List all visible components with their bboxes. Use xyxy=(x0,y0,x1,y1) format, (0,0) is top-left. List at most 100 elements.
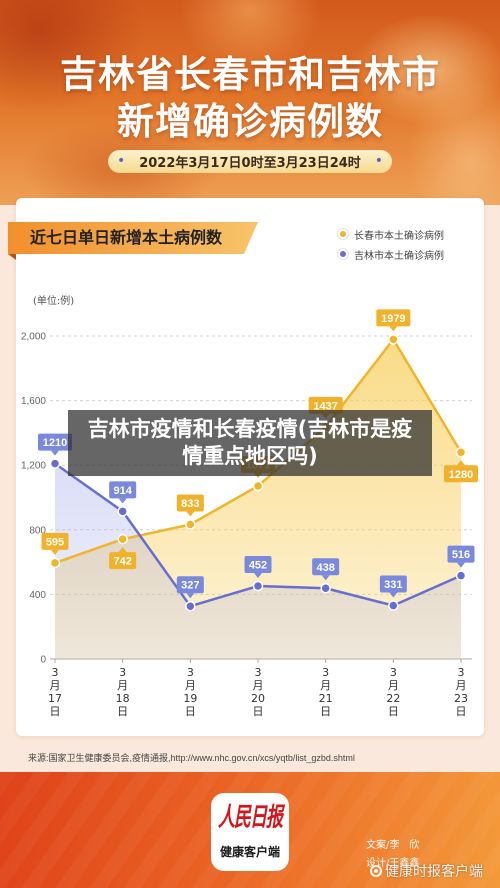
data-label-text: 595 xyxy=(46,536,64,548)
data-label-text: 1979 xyxy=(381,313,405,325)
x-tick-label-part: 3 xyxy=(119,666,126,679)
data-label-box xyxy=(312,558,340,576)
x-tick-label-part: 3 xyxy=(52,666,59,679)
y-axis-unit-label: (单位:例) xyxy=(33,294,74,307)
x-tick-label-part: 3 xyxy=(187,666,194,679)
x-tick-label-part: 日 xyxy=(185,705,196,718)
data-label-pointer xyxy=(457,460,465,466)
bullet-dot-right: • xyxy=(374,153,383,169)
x-tick-label-part: 月 xyxy=(253,679,264,692)
x-tick-label-part: 21 xyxy=(319,692,333,705)
x-tick-label: 3 月 21 日 xyxy=(319,666,333,718)
data-label-changchun: 1437 xyxy=(308,396,343,419)
page-title-line2: 新增确诊病例数 xyxy=(117,100,383,143)
data-label-box xyxy=(376,309,411,327)
x-tick-label-part: 月 xyxy=(320,679,331,692)
data-label-text: 327 xyxy=(181,580,199,592)
legend: 长春市本土确诊病例 吉林市本土确诊病例 xyxy=(338,224,444,264)
data-label-changchun: 1979 xyxy=(376,309,411,332)
bullet-dot-left: • xyxy=(117,153,126,169)
legend-item-changchun: 长春市本土确诊病例 xyxy=(338,224,444,244)
data-label-box xyxy=(41,532,69,550)
x-tick-label-part: 月 xyxy=(50,679,61,692)
x-tick-label: 3 月 20 日 xyxy=(251,666,265,718)
data-point-changchun xyxy=(117,533,128,545)
x-tick-label: 3 月 19 日 xyxy=(183,666,197,718)
data-label-text: 452 xyxy=(249,560,267,572)
data-label-changchun: 1280 xyxy=(444,460,478,483)
data-label-pointer xyxy=(51,450,59,456)
chart-title-fold xyxy=(8,254,16,260)
legend-label-jilin: 吉林市本土确诊病例 xyxy=(354,250,444,262)
x-tick-label-part: 3 xyxy=(255,666,262,679)
x-tick-label: 3 月 22 日 xyxy=(386,666,400,718)
y-tick-label: 0 xyxy=(40,655,46,666)
data-label-box xyxy=(109,481,137,499)
data-point-jilin xyxy=(252,580,264,592)
data-label-pointer xyxy=(254,573,262,579)
data-label-text: 331 xyxy=(384,579,402,591)
chart-title: 近七日单日新增本土病例数 xyxy=(8,222,258,254)
data-point-jilin xyxy=(185,600,196,612)
data-label-jilin: 452 xyxy=(244,556,272,579)
data-label-text: 438 xyxy=(316,562,334,574)
data-label-box xyxy=(109,552,137,570)
data-point-jilin xyxy=(117,506,128,517)
data-label-jilin: 1210 xyxy=(38,433,72,456)
x-tick-label-part: 17 xyxy=(48,692,62,705)
page-title-line1: 吉林省长春市和吉林市 xyxy=(60,53,440,96)
data-label-box xyxy=(38,433,72,451)
x-tick-label-part: 日 xyxy=(50,705,61,718)
x-tick-label-part: 日 xyxy=(117,705,128,718)
watermark-text: 健康时报客户端 xyxy=(385,864,483,880)
overlay-caption-line1: 吉林市疫情和长春疫情(吉林市是疫 xyxy=(87,417,413,441)
data-label-text: 742 xyxy=(113,556,131,568)
data-label-changchun: 742 xyxy=(109,547,137,570)
data-label-text: 1437 xyxy=(313,400,337,412)
x-tick-label: 3 月 23 日 xyxy=(454,666,468,718)
x-tick-label-part: 月 xyxy=(456,679,467,692)
data-label-text: 833 xyxy=(181,498,199,510)
x-tick-label-part: 19 xyxy=(183,692,197,705)
x-tick-label-part: 3 xyxy=(322,666,329,679)
data-label-jilin: 516 xyxy=(447,545,475,568)
y-tick-label: 2,000 xyxy=(21,332,46,343)
data-label-jilin: 331 xyxy=(379,575,407,598)
data-label-jilin: 438 xyxy=(312,558,340,581)
header-banner: 吉林省长春市和吉林市 新增确诊病例数 • 2022年3月17日0时至3月23日2… xyxy=(0,0,500,205)
x-tick-label-part: 日 xyxy=(320,705,331,718)
y-tick-label: 1,600 xyxy=(21,396,46,407)
data-point-jilin xyxy=(455,570,467,581)
data-point-changchun xyxy=(455,447,467,458)
legend-label-changchun: 长春市本土确诊病例 xyxy=(354,230,444,242)
camera-icon xyxy=(370,865,382,877)
credit-designer: 设计/王鑫鑫 xyxy=(366,858,420,869)
x-tick-label-part: 月 xyxy=(185,679,196,692)
date-range-pill: • 2022年3月17日0时至3月23日24时 • xyxy=(108,150,392,173)
x-tick-label-part: 18 xyxy=(116,692,130,705)
footer-banner: 人民日报 健康客户端 文案/李 欣 设计/王鑫鑫 健康时报客户端 xyxy=(0,772,500,888)
data-label-pointer xyxy=(389,592,398,598)
data-label-box xyxy=(176,576,204,594)
x-tick-label: 3 月 18 日 xyxy=(116,666,130,718)
data-label-text: 1280 xyxy=(449,469,473,481)
legend-marker-jilin xyxy=(338,249,348,259)
data-label-text: 914 xyxy=(113,485,132,497)
data-label-box xyxy=(176,494,204,512)
data-label-pointer xyxy=(186,511,195,517)
x-tick-label-part: 20 xyxy=(251,692,265,705)
data-point-jilin xyxy=(49,458,61,469)
data-label-text: 1210 xyxy=(43,437,67,449)
data-label-pointer xyxy=(457,562,465,568)
data-label-box xyxy=(444,465,478,483)
x-tick-label-part: 22 xyxy=(386,692,400,705)
data-label-jilin: 914 xyxy=(109,481,137,504)
x-tick-label-part: 日 xyxy=(388,705,399,718)
data-point-changchun xyxy=(185,519,196,530)
data-label-box xyxy=(447,545,475,563)
data-label-pointer xyxy=(321,575,330,581)
data-point-changchun xyxy=(252,480,264,492)
x-tick-label-part: 23 xyxy=(454,692,468,705)
data-label-jilin: 327 xyxy=(176,576,204,599)
y-tick-label: 800 xyxy=(29,525,46,536)
